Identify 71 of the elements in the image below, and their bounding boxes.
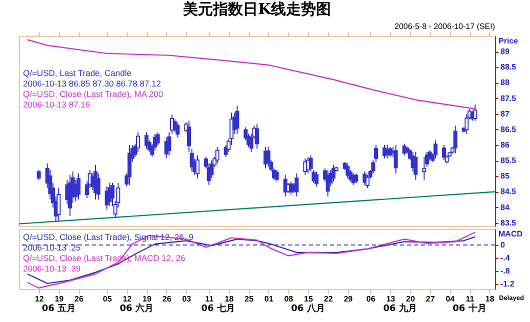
x-tick-label: 25	[244, 294, 254, 304]
x-tick-label: 11	[466, 294, 475, 304]
candlestick	[314, 170, 318, 187]
x-tick-label: 18	[224, 294, 234, 304]
candlestick	[167, 132, 172, 156]
x-tick-label: 26	[74, 294, 84, 304]
x-tick-label: 06	[366, 294, 376, 304]
text: 06 七月	[201, 303, 235, 314]
x-tick-label: 27	[426, 294, 436, 304]
y-tick-label: 88	[500, 78, 510, 88]
chart-title: 美元指数日K线走势图	[182, 0, 332, 18]
candlestick	[394, 144, 398, 174]
x-tick-label: 20	[406, 294, 416, 304]
x-tick-label: 19	[142, 294, 152, 304]
y-tick-label: 87	[500, 109, 510, 118]
text: 06 九月	[383, 303, 417, 314]
x-tick-label: 12	[122, 294, 132, 304]
x-tick-label: 29	[344, 294, 354, 304]
candlestick	[187, 120, 191, 152]
text: 06 十月	[452, 303, 486, 314]
x-tick-label: 05	[102, 294, 112, 304]
x-tick-label: 03	[182, 294, 192, 304]
x-tick-label: 18	[485, 294, 495, 304]
text: 06 六月	[120, 303, 154, 314]
annotation: 2006-10-13 .39	[23, 264, 81, 274]
candlestick	[274, 169, 279, 182]
y-tick-label: -.4	[500, 254, 510, 263]
y-tick-label: 86.5	[500, 124, 517, 134]
chart-subtitle: 2006-5-8 - 2006-10-17 (SEI)	[394, 22, 496, 31]
x-tick-label: 12	[34, 294, 44, 304]
x-tick-label: 11	[205, 294, 214, 304]
candlestick	[366, 174, 370, 188]
text: 06 八月	[291, 303, 325, 314]
candlestick	[176, 122, 180, 138]
x-tick-label: 15	[304, 294, 314, 304]
x-tick-label: 19	[54, 294, 64, 304]
x-tick-label: 01	[264, 294, 274, 304]
candlestick	[266, 146, 270, 168]
text: 06 五月	[42, 303, 76, 314]
y-tick-label: -1.2	[500, 280, 515, 289]
y-tick-label: 83.5	[500, 218, 517, 228]
x-tick-label: 04	[446, 294, 456, 304]
candlestick	[144, 132, 148, 150]
candlestick	[235, 105, 240, 134]
annotation: 2006-10-13 87.16	[23, 100, 90, 110]
candlestick	[36, 169, 41, 180]
y-tick-label: 84	[500, 202, 510, 212]
text: Q/=USD, Last Trade, Candle	[23, 68, 132, 78]
candlestick	[374, 144, 378, 162]
y-axis-title: MACD	[498, 230, 523, 238]
annotation: 2006-10-13 .25	[23, 242, 81, 252]
candlestick	[128, 144, 132, 186]
x-tick-label: 08	[284, 294, 294, 304]
y-tick-label: 88.5	[500, 62, 517, 72]
annotation: 2006-10-13 86.85 87.30 86.78 87.12	[23, 78, 162, 88]
y-tick-label: 0	[500, 240, 506, 250]
candlestick	[414, 151, 418, 180]
y-tick-label: 87.5	[500, 94, 517, 103]
y-tick-label: 89	[500, 47, 510, 56]
x-tick-label: 22	[324, 294, 334, 304]
y-axis-title: Price	[498, 36, 519, 46]
candlestick	[422, 156, 426, 180]
y-tick-label: -.8	[500, 266, 510, 276]
y-tick-label: 86	[500, 140, 510, 150]
x-tick-label: 26	[162, 294, 172, 304]
x-tick-label: 13	[386, 294, 396, 304]
y-tick-label: 84.5	[500, 187, 517, 196]
text: Q/=USD, Close (Last Trade), MA 200	[23, 89, 164, 99]
y-tick-label: 85.5	[500, 156, 517, 166]
candlestick	[215, 146, 220, 164]
y-tick-label: 85	[500, 172, 510, 181]
